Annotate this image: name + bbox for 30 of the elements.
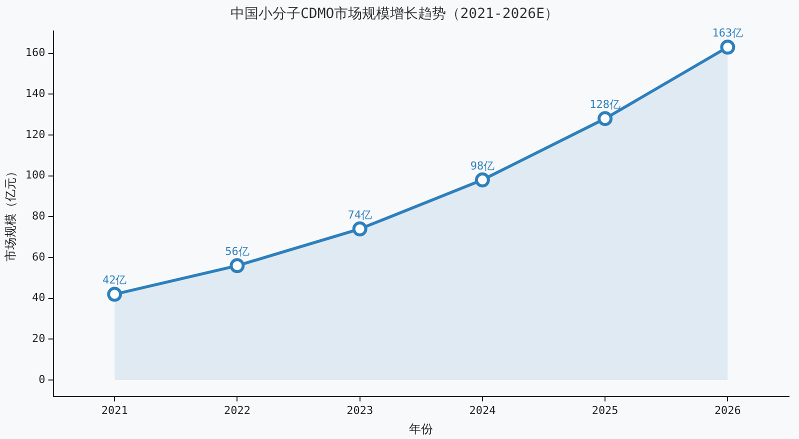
- point: [230, 258, 245, 274]
- data-label: 98亿: [470, 159, 495, 172]
- x-tick-label: 2022: [224, 404, 250, 417]
- x-tick-label: 2024: [469, 404, 496, 417]
- y-tick-label: 60: [32, 250, 46, 264]
- point: [107, 286, 122, 302]
- y-tick-label: 0: [38, 372, 46, 386]
- point: [720, 40, 736, 55]
- data-label: 56亿: [225, 245, 250, 258]
- point: [598, 111, 613, 126]
- x-tick-label: 2026: [714, 404, 741, 417]
- data-label: 74亿: [348, 208, 372, 222]
- y-tick-label: 140: [25, 86, 46, 100]
- x-tick-label: 2021: [101, 404, 128, 417]
- y-tick-label: 20: [32, 332, 46, 346]
- data-label: 128亿: [590, 98, 621, 111]
- y-tick-label: 120: [25, 128, 46, 141]
- x-tick-label: 2023: [346, 404, 374, 417]
- x-tick-label: 2025: [592, 404, 618, 417]
- y-tick-label: 40: [32, 291, 46, 304]
- chart-title: 中国小分子CDMO市场规模增长趋势（2021-2026E）: [230, 6, 559, 22]
- y-tick-label: 100: [25, 168, 46, 182]
- x-axis-title: 年份: [409, 422, 434, 436]
- data-label: 163亿: [712, 26, 744, 40]
- y-axis-title: 市场规模（亿元）: [3, 166, 18, 262]
- point: [352, 221, 368, 236]
- y-tick-label: 80: [32, 210, 46, 223]
- point: [474, 172, 490, 188]
- data-label: 42亿: [102, 274, 127, 287]
- y-tick-label: 160: [25, 46, 46, 60]
